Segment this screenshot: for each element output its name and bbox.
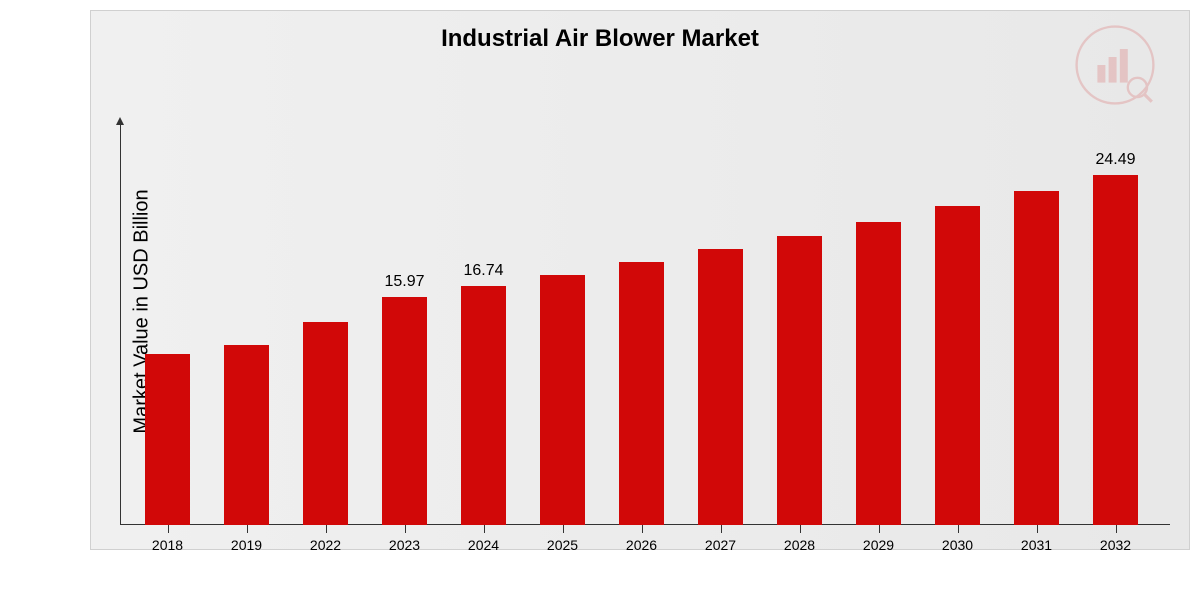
chart-container: Industrial Air Blower Market Market Valu… — [0, 0, 1200, 600]
x-tick-label: 2032 — [1100, 537, 1131, 553]
watermark-logo — [1075, 25, 1155, 105]
bar — [619, 262, 664, 525]
x-tick-label: 2031 — [1021, 537, 1052, 553]
x-tick-label: 2022 — [310, 537, 341, 553]
x-tick-label: 2027 — [705, 537, 736, 553]
x-tick-label: 2026 — [626, 537, 657, 553]
x-tick-mark — [563, 525, 564, 533]
plot-area: 15.9716.7424.49 201820192022202320242025… — [120, 125, 1170, 525]
x-tick-label: 2018 — [152, 537, 183, 553]
bar-value-label: 16.74 — [463, 262, 503, 280]
x-tick-mark — [326, 525, 327, 533]
bar — [777, 236, 822, 525]
x-tick-label: 2019 — [231, 537, 262, 553]
bar: 15.97 — [382, 297, 427, 525]
bar — [935, 206, 980, 525]
bar — [303, 322, 348, 525]
chart-title: Industrial Air Blower Market — [0, 25, 1200, 53]
x-tick-label: 2028 — [784, 537, 815, 553]
x-tick-label: 2023 — [389, 537, 420, 553]
bar-value-label: 15.97 — [384, 273, 424, 291]
x-tick-mark — [800, 525, 801, 533]
x-tick-label: 2029 — [863, 537, 894, 553]
x-tick-mark — [958, 525, 959, 533]
x-tick-mark — [642, 525, 643, 533]
bar-value-label: 24.49 — [1095, 151, 1135, 169]
x-tick-label: 2025 — [547, 537, 578, 553]
bar — [698, 249, 743, 525]
bar — [1014, 191, 1059, 525]
bar: 24.49 — [1093, 175, 1138, 525]
x-tick-mark — [721, 525, 722, 533]
x-tick-mark — [168, 525, 169, 533]
bar: 16.74 — [461, 286, 506, 525]
x-tick-label: 2024 — [468, 537, 499, 553]
x-tick-mark — [1037, 525, 1038, 533]
bar — [856, 222, 901, 525]
x-tick-mark — [484, 525, 485, 533]
bar — [540, 275, 585, 525]
x-tick-mark — [247, 525, 248, 533]
x-tick-label: 2030 — [942, 537, 973, 553]
y-axis — [120, 125, 121, 525]
x-tick-mark — [1116, 525, 1117, 533]
x-tick-mark — [879, 525, 880, 533]
bar — [145, 354, 190, 525]
bar — [224, 345, 269, 525]
x-tick-mark — [405, 525, 406, 533]
